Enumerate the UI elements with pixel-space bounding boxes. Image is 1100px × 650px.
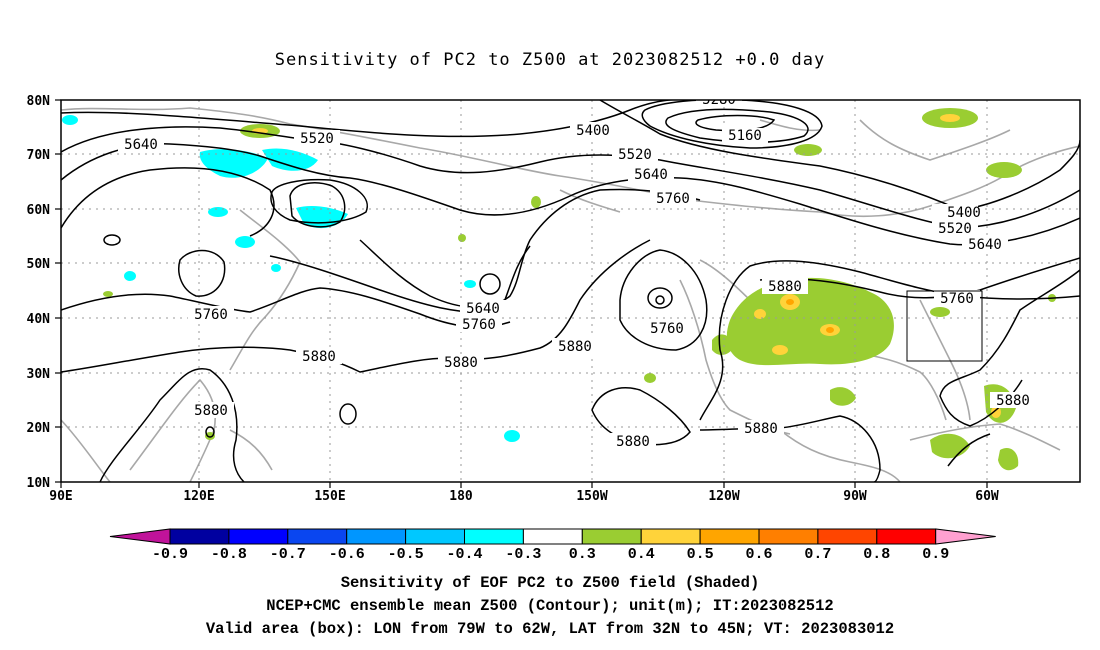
contour-label: 5640 <box>968 237 1002 253</box>
colorbar-label: -0.6 <box>329 546 365 563</box>
contour-label: 5760 <box>656 191 690 207</box>
lat-label: 60N <box>27 203 51 218</box>
contour-label: 5400 <box>947 205 981 221</box>
lat-label: 50N <box>27 257 51 272</box>
lon-label: 150W <box>576 489 607 504</box>
graticule <box>61 100 1080 482</box>
contour-label: 5160 <box>728 128 762 144</box>
lat-label: 40N <box>27 312 51 327</box>
colorbar-swatch <box>699 528 760 545</box>
colorbar-label: 0.3 <box>569 546 596 563</box>
colorbar-label: -0.9 <box>152 546 188 563</box>
contour-label: 5640 <box>466 301 500 317</box>
contour-label: 5280 <box>702 92 736 108</box>
contour-label: 5760 <box>940 291 974 307</box>
contour-label: 5400 <box>576 123 610 139</box>
colorbar-swatch <box>876 528 937 545</box>
colorbar-label: -0.4 <box>446 546 482 563</box>
colorbar-label: -0.7 <box>270 546 306 563</box>
colorbar-swatch <box>228 528 289 545</box>
lon-label: 150E <box>314 489 345 504</box>
colorbar-label: 0.5 <box>687 546 714 563</box>
colorbar-label: 0.9 <box>922 546 949 563</box>
colorbar-swatch <box>640 528 701 545</box>
caption-line-3: Valid area (box): LON from 79W to 62W, L… <box>205 620 895 638</box>
contour-label: 5520 <box>938 221 972 237</box>
colorbar-swatch <box>464 528 524 545</box>
latitude-labels: 80N 70N 60N 50N 40N 30N 20N 10N <box>27 94 51 491</box>
lat-label: 10N <box>27 476 51 491</box>
z500-contours <box>61 100 1080 482</box>
lon-label: 180 <box>449 489 473 504</box>
colorbar-label: -0.8 <box>211 546 247 563</box>
contour-label: 5760 <box>462 317 496 333</box>
colorbar-swatch <box>287 528 348 545</box>
contour-label: 5520 <box>618 147 652 163</box>
colorbar-low-end <box>109 528 171 545</box>
colorbar-label: 0.4 <box>628 546 655 563</box>
contour-label: 5640 <box>124 137 158 153</box>
caption-line-2: NCEP+CMC ensemble mean Z500 (Contour); u… <box>266 597 834 615</box>
positive-shading-max <box>786 299 834 333</box>
colorbar-label: 0.7 <box>804 546 831 563</box>
colorbar-swatch <box>581 528 642 545</box>
lat-label: 80N <box>27 94 51 109</box>
valid-area-box <box>906 290 983 362</box>
longitude-labels: 90E 120E 150E 180 150W 120W 90W 60W <box>49 489 999 504</box>
coastlines <box>61 107 1080 482</box>
colorbar-swatch <box>169 528 230 545</box>
contour-label: 5880 <box>768 279 802 295</box>
colorbar-swatch <box>758 528 819 545</box>
negative-shading <box>62 115 520 442</box>
lat-label: 20N <box>27 421 51 436</box>
contour-label: 5880 <box>302 349 336 365</box>
map-frame <box>60 99 1081 483</box>
caption-line-1: Sensitivity of EOF PC2 to Z500 field (Sh… <box>340 574 760 592</box>
colorbar-label: 0.8 <box>863 546 890 563</box>
colorbar-high-end <box>935 528 996 545</box>
colorbar-swatch <box>405 528 466 545</box>
colorbar-label: 0.6 <box>745 546 772 563</box>
contour-label: 5760 <box>194 307 228 323</box>
colorbar-swatch <box>346 528 407 545</box>
lat-label: 70N <box>27 148 51 163</box>
colorbar-label: -0.5 <box>388 546 424 563</box>
colorbar-swatch <box>817 528 878 545</box>
lon-label: 120W <box>708 489 739 504</box>
contour-label: 5520 <box>300 131 334 147</box>
contour-label: 5880 <box>996 393 1030 409</box>
colorbar-swatch <box>522 528 583 545</box>
lon-label: 120E <box>183 489 214 504</box>
contour-label: 5880 <box>558 339 592 355</box>
lon-label: 60W <box>975 489 999 504</box>
axis-ticks <box>55 99 988 488</box>
lat-label: 30N <box>27 367 51 382</box>
contour-label: 5640 <box>634 167 668 183</box>
contour-label: 5880 <box>744 421 778 437</box>
lon-label: 90W <box>843 489 867 504</box>
contour-labels: 5280 5160 5400 5520 5640 5760 5880 5400 … <box>118 92 1036 450</box>
lon-label: 90E <box>49 489 72 504</box>
contour-label: 5880 <box>194 403 228 419</box>
contour-label: 5760 <box>650 321 684 337</box>
contour-label: 5880 <box>616 434 650 450</box>
colorbar: -0.9 -0.8 -0.7 -0.6 -0.5 -0.4 -0.3 0.3 0.4 0.5 0.6… <box>109 528 996 563</box>
contour-label: 5880 <box>444 355 478 371</box>
colorbar-label: -0.3 <box>505 546 541 563</box>
chart-title: Sensitivity of PC2 to Z500 at 2023082512… <box>274 50 826 70</box>
